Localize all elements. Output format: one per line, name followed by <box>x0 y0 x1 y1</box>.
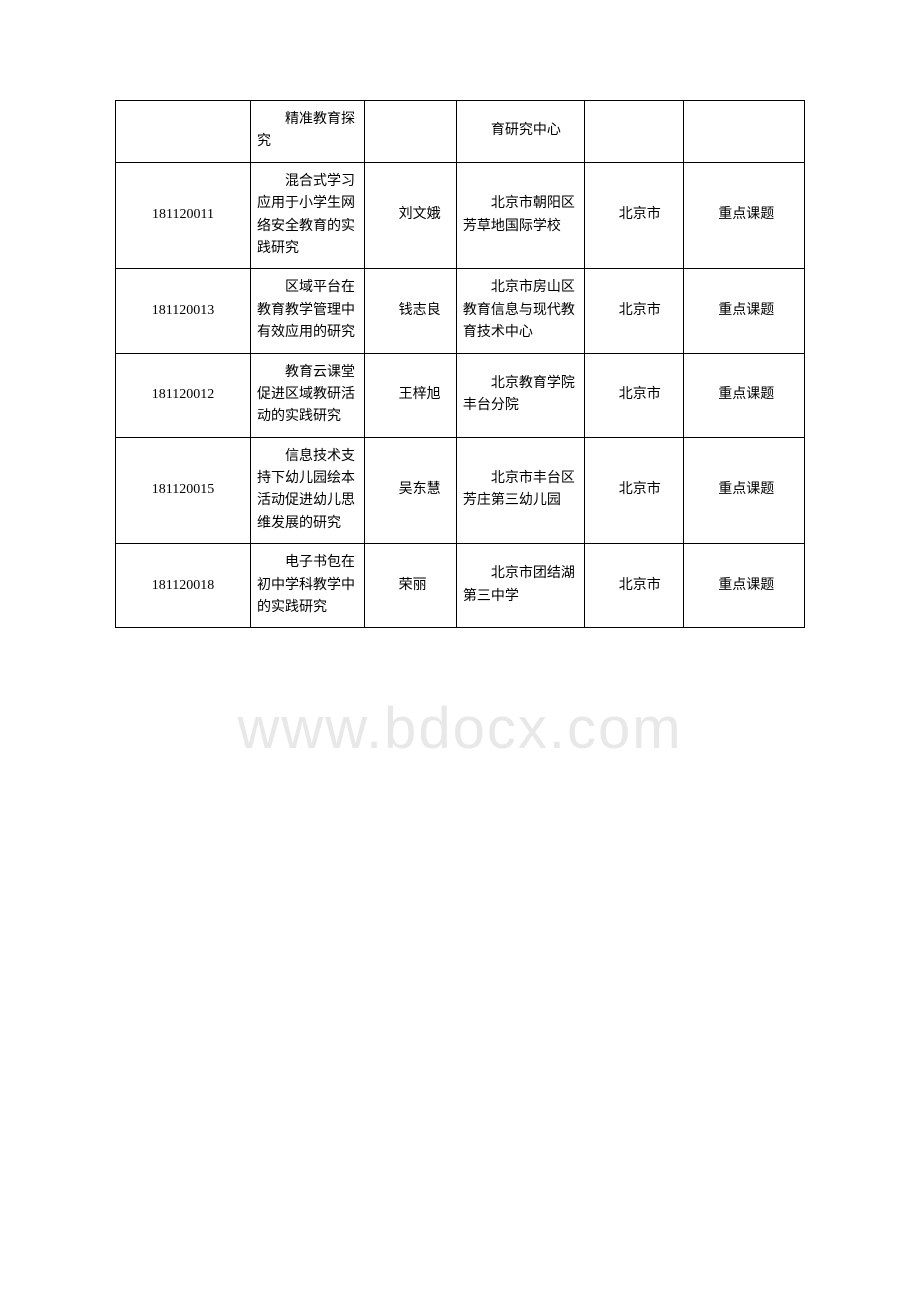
cell-id: 181120015 <box>116 437 251 544</box>
cell-id: 181120012 <box>116 353 251 437</box>
cell-region: 北京市 <box>584 544 683 628</box>
cell-person: 荣丽 <box>364 544 456 628</box>
cell-type: 重点课题 <box>684 162 805 269</box>
cell-org: 北京市团结湖第三中学 <box>456 544 584 628</box>
cell-id <box>116 101 251 163</box>
cell-person: 钱志良 <box>364 269 456 353</box>
table-row: 181120018 电子书包在初中学科教学中的实践研究 荣丽 北京市团结湖第三中… <box>116 544 805 628</box>
table-row: 181120015 信息技术支持下幼儿园绘本活动促进幼儿思维发展的研究 吴东慧 … <box>116 437 805 544</box>
table-body: 精准教育探究 育研究中心 181120011 混合式学习应用于小学生网络安全教育… <box>116 101 805 628</box>
cell-type <box>684 101 805 163</box>
cell-org: 北京市丰台区芳庄第三幼儿园 <box>456 437 584 544</box>
cell-org: 育研究中心 <box>456 101 584 163</box>
cell-person <box>364 101 456 163</box>
cell-type: 重点课题 <box>684 353 805 437</box>
cell-id: 181120018 <box>116 544 251 628</box>
cell-org: 北京教育学院丰台分院 <box>456 353 584 437</box>
cell-region <box>584 101 683 163</box>
cell-person: 吴东慧 <box>364 437 456 544</box>
cell-id: 181120011 <box>116 162 251 269</box>
cell-id: 181120013 <box>116 269 251 353</box>
cell-title: 教育云课堂促进区域教研活动的实践研究 <box>250 353 364 437</box>
data-table: 精准教育探究 育研究中心 181120011 混合式学习应用于小学生网络安全教育… <box>115 100 805 628</box>
cell-title: 信息技术支持下幼儿园绘本活动促进幼儿思维发展的研究 <box>250 437 364 544</box>
cell-region: 北京市 <box>584 353 683 437</box>
table-row: 181120011 混合式学习应用于小学生网络安全教育的实践研究 刘文娥 北京市… <box>116 162 805 269</box>
table-row: 精准教育探究 育研究中心 <box>116 101 805 163</box>
cell-org: 北京市朝阳区芳草地国际学校 <box>456 162 584 269</box>
cell-person: 王梓旭 <box>364 353 456 437</box>
page-wrapper: www.bdocx.com 精准教育探究 育研究中心 181120011 混合式… <box>115 100 805 628</box>
table-row: 181120012 教育云课堂促进区域教研活动的实践研究 王梓旭 北京教育学院丰… <box>116 353 805 437</box>
cell-person: 刘文娥 <box>364 162 456 269</box>
cell-org: 北京市房山区教育信息与现代教育技术中心 <box>456 269 584 353</box>
cell-region: 北京市 <box>584 162 683 269</box>
cell-title: 电子书包在初中学科教学中的实践研究 <box>250 544 364 628</box>
cell-title: 精准教育探究 <box>250 101 364 163</box>
cell-type: 重点课题 <box>684 437 805 544</box>
table-row: 181120013 区域平台在教育教学管理中有效应用的研究 钱志良 北京市房山区… <box>116 269 805 353</box>
watermark-text: www.bdocx.com <box>237 695 682 762</box>
cell-title: 区域平台在教育教学管理中有效应用的研究 <box>250 269 364 353</box>
cell-type: 重点课题 <box>684 269 805 353</box>
cell-region: 北京市 <box>584 437 683 544</box>
cell-title: 混合式学习应用于小学生网络安全教育的实践研究 <box>250 162 364 269</box>
cell-type: 重点课题 <box>684 544 805 628</box>
cell-region: 北京市 <box>584 269 683 353</box>
